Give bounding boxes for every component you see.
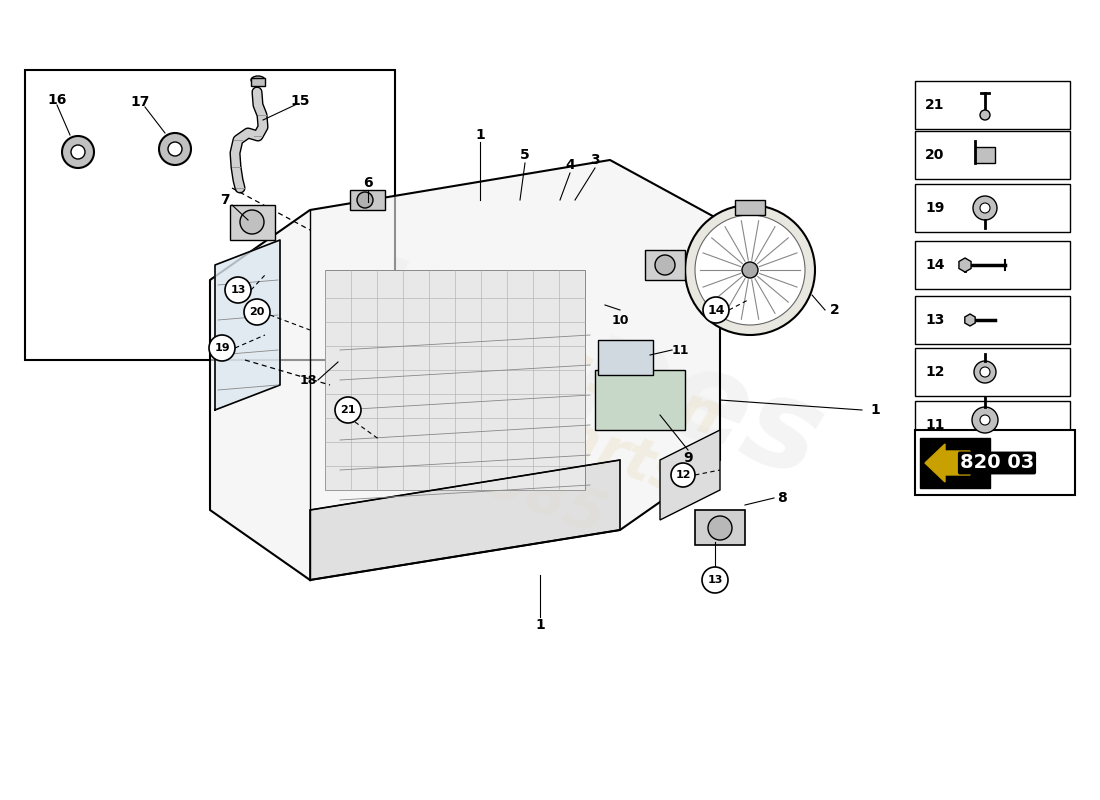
Circle shape bbox=[703, 297, 729, 323]
Circle shape bbox=[62, 136, 94, 168]
Text: 5: 5 bbox=[520, 148, 530, 162]
Text: 21: 21 bbox=[925, 98, 945, 112]
Bar bbox=[915, 348, 1070, 396]
Text: 14: 14 bbox=[925, 258, 945, 272]
Text: 10: 10 bbox=[612, 314, 629, 326]
Bar bbox=[350, 190, 385, 210]
Text: 21: 21 bbox=[340, 405, 355, 415]
Circle shape bbox=[358, 192, 373, 208]
Text: 11: 11 bbox=[925, 418, 945, 432]
Bar bbox=[915, 184, 1070, 232]
Text: 3: 3 bbox=[591, 153, 600, 167]
Polygon shape bbox=[214, 240, 280, 410]
Bar bbox=[975, 147, 996, 163]
Text: 820 03: 820 03 bbox=[960, 454, 1034, 473]
Polygon shape bbox=[210, 160, 720, 580]
Text: 11: 11 bbox=[671, 343, 689, 357]
Text: 18: 18 bbox=[299, 374, 317, 386]
Text: 2: 2 bbox=[830, 303, 840, 317]
Circle shape bbox=[980, 203, 990, 213]
Bar bbox=[915, 296, 1070, 344]
Text: 1: 1 bbox=[870, 403, 880, 417]
Bar bbox=[915, 81, 1070, 129]
Circle shape bbox=[980, 367, 990, 377]
Text: 14: 14 bbox=[707, 303, 725, 317]
Bar bbox=[230, 205, 275, 240]
Text: europes: europes bbox=[262, 196, 838, 504]
Text: 17: 17 bbox=[130, 95, 150, 109]
Circle shape bbox=[336, 397, 361, 423]
Circle shape bbox=[972, 407, 998, 433]
Circle shape bbox=[980, 415, 990, 425]
Circle shape bbox=[168, 142, 182, 156]
Text: 8: 8 bbox=[777, 491, 786, 505]
Text: 19: 19 bbox=[214, 343, 230, 353]
Bar bbox=[645, 250, 685, 280]
Text: 12: 12 bbox=[925, 365, 945, 379]
Bar bbox=[595, 370, 685, 430]
Bar bbox=[735, 200, 764, 215]
Ellipse shape bbox=[251, 76, 265, 84]
Bar bbox=[598, 340, 653, 375]
Text: 9: 9 bbox=[683, 451, 693, 465]
Circle shape bbox=[671, 463, 695, 487]
Circle shape bbox=[226, 277, 251, 303]
Circle shape bbox=[209, 335, 235, 361]
Polygon shape bbox=[660, 430, 720, 520]
Bar bbox=[915, 241, 1070, 289]
Text: 7: 7 bbox=[220, 193, 230, 207]
Text: 13: 13 bbox=[707, 575, 723, 585]
Text: 4: 4 bbox=[565, 158, 575, 172]
Bar bbox=[915, 430, 1075, 495]
Text: 1: 1 bbox=[475, 128, 485, 142]
Text: 20: 20 bbox=[250, 307, 265, 317]
Text: 1: 1 bbox=[535, 618, 544, 632]
Text: 13: 13 bbox=[925, 313, 945, 327]
Circle shape bbox=[702, 567, 728, 593]
Bar bbox=[695, 510, 745, 545]
Text: 15: 15 bbox=[290, 94, 310, 108]
Circle shape bbox=[974, 361, 996, 383]
Circle shape bbox=[695, 215, 805, 325]
Text: 19: 19 bbox=[925, 201, 945, 215]
Text: 13: 13 bbox=[230, 285, 245, 295]
Polygon shape bbox=[310, 460, 620, 580]
Bar bbox=[920, 438, 990, 488]
Circle shape bbox=[685, 205, 815, 335]
Circle shape bbox=[708, 516, 732, 540]
Text: 12: 12 bbox=[675, 470, 691, 480]
Polygon shape bbox=[925, 444, 970, 482]
Circle shape bbox=[654, 255, 675, 275]
Circle shape bbox=[980, 110, 990, 120]
Circle shape bbox=[160, 133, 191, 165]
Bar bbox=[915, 401, 1070, 449]
Circle shape bbox=[974, 196, 997, 220]
Text: 16: 16 bbox=[47, 93, 67, 107]
Text: 6: 6 bbox=[363, 176, 373, 190]
Bar bbox=[915, 131, 1070, 179]
Bar bbox=[324, 270, 585, 490]
Text: 20: 20 bbox=[925, 148, 945, 162]
Bar bbox=[25, 70, 395, 360]
Circle shape bbox=[244, 299, 270, 325]
Bar bbox=[251, 78, 265, 86]
Circle shape bbox=[240, 210, 264, 234]
Circle shape bbox=[72, 145, 85, 159]
Text: a passion
for parts
1985: a passion for parts 1985 bbox=[371, 288, 729, 572]
Circle shape bbox=[742, 262, 758, 278]
